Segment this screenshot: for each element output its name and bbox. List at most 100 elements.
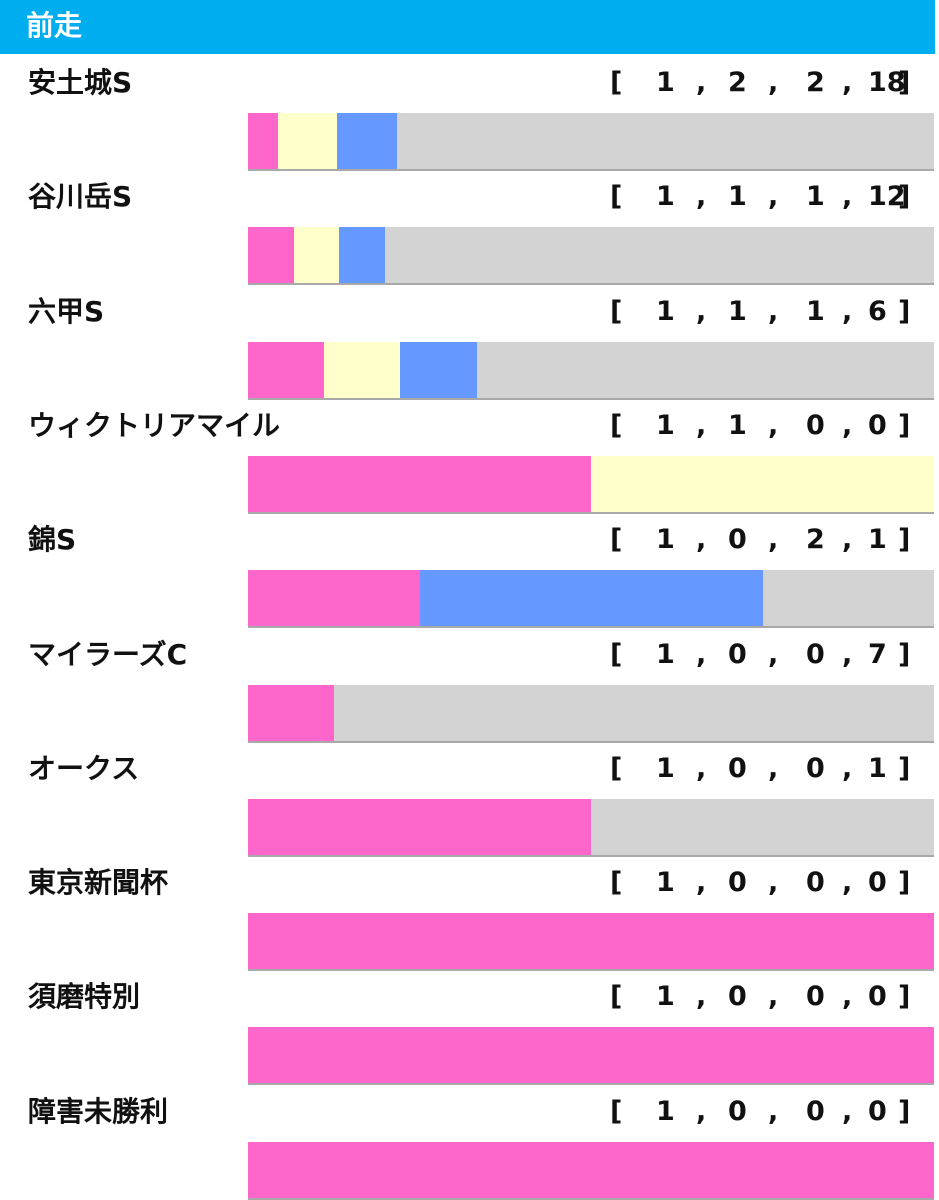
bar-segment-first bbox=[248, 341, 325, 398]
record-token: ] bbox=[898, 181, 911, 213]
result-bar bbox=[248, 798, 934, 855]
record-token: 0 bbox=[728, 524, 747, 556]
record-token: [ bbox=[610, 981, 623, 1013]
row-record: [1, 2, 2, 18] bbox=[610, 66, 936, 100]
record-token: ] bbox=[898, 867, 911, 899]
record-token: , bbox=[696, 1095, 707, 1127]
bar-segment-second bbox=[293, 227, 340, 284]
row-record: [1, 1, 1, 6] bbox=[610, 295, 936, 329]
bar-segment-first bbox=[248, 1141, 934, 1198]
record-token: , bbox=[842, 67, 853, 98]
row-label: 障害未勝利 bbox=[28, 1094, 169, 1128]
record-token: , bbox=[842, 867, 853, 899]
header-title: 前走 bbox=[26, 9, 83, 42]
record-token: [ bbox=[610, 638, 623, 670]
record-token: ] bbox=[898, 981, 911, 1013]
bar-segment-first bbox=[248, 113, 278, 169]
record-token: ] bbox=[898, 67, 911, 98]
record-token: 1 bbox=[806, 181, 825, 213]
row-record: [1, 1, 1, 12] bbox=[610, 180, 936, 214]
bar-segment-third bbox=[337, 113, 398, 169]
record-token: 1 bbox=[656, 67, 675, 98]
record-token: , bbox=[768, 867, 779, 899]
record-token: , bbox=[768, 638, 779, 670]
result-bar bbox=[248, 1027, 934, 1084]
record-token: 0 bbox=[806, 867, 825, 899]
record-token: , bbox=[768, 524, 779, 556]
result-bar bbox=[248, 455, 934, 512]
record-token: 1 bbox=[806, 295, 825, 327]
result-bar bbox=[248, 113, 934, 169]
record-token: 0 bbox=[806, 409, 825, 441]
row-record: [1, 0, 2, 1] bbox=[610, 523, 936, 557]
record-token: ] bbox=[898, 1095, 911, 1127]
row-label: ウィクトリアマイル bbox=[28, 408, 281, 442]
bar-segment-first bbox=[248, 913, 934, 970]
record-token: , bbox=[768, 409, 779, 441]
record-token: 1 bbox=[656, 638, 675, 670]
record-token: [ bbox=[610, 1095, 623, 1127]
row-record: [1, 0, 0, 0] bbox=[610, 1095, 936, 1129]
record-token: [ bbox=[610, 295, 623, 327]
record-token: , bbox=[696, 638, 707, 670]
row-record: [1, 0, 0, 1] bbox=[610, 752, 936, 786]
record-token: 6 bbox=[868, 295, 887, 327]
record-token: 0 bbox=[728, 981, 747, 1013]
record-token: 0 bbox=[806, 752, 825, 784]
bar-segment-second bbox=[591, 455, 934, 512]
bar-segment-other bbox=[591, 798, 934, 855]
record-token: ] bbox=[898, 638, 911, 670]
record-token: 1 bbox=[656, 981, 675, 1013]
bar-segment-first bbox=[248, 1027, 934, 1084]
row-record: [1, 1, 0, 0] bbox=[610, 409, 936, 443]
record-token: 0 bbox=[868, 981, 887, 1013]
row-label: オークス bbox=[28, 751, 140, 785]
record-token: , bbox=[768, 752, 779, 784]
row-record: [1, 0, 0, 0] bbox=[610, 980, 936, 1014]
bar-segment-other bbox=[385, 227, 934, 284]
record-token: 7 bbox=[868, 638, 887, 670]
record-token: , bbox=[696, 867, 707, 899]
record-token: 1 bbox=[656, 867, 675, 899]
bar-segment-second bbox=[277, 113, 338, 169]
record-token: , bbox=[842, 638, 853, 670]
record-token: 2 bbox=[806, 67, 825, 98]
record-token: , bbox=[696, 295, 707, 327]
record-token: , bbox=[768, 295, 779, 327]
record-token: [ bbox=[610, 867, 623, 899]
row-record: [1, 0, 0, 0] bbox=[610, 866, 936, 900]
result-bar bbox=[248, 684, 934, 741]
bar-segment-other bbox=[762, 570, 934, 627]
bar-segment-third bbox=[339, 227, 386, 284]
bar-segment-first bbox=[248, 455, 591, 512]
record-token: 1 bbox=[656, 181, 675, 213]
record-token: 0 bbox=[728, 638, 747, 670]
record-token: , bbox=[696, 181, 707, 213]
row-label: マイラーズC bbox=[28, 637, 188, 671]
record-token: , bbox=[768, 67, 779, 98]
result-bar bbox=[248, 913, 934, 970]
record-token: 12 bbox=[868, 181, 906, 213]
row-label: 須磨特別 bbox=[28, 980, 141, 1014]
record-token: 1 bbox=[656, 752, 675, 784]
record-token: 18 bbox=[868, 67, 906, 98]
result-bar bbox=[248, 341, 934, 398]
record-token: ] bbox=[898, 524, 911, 556]
record-token: 1 bbox=[868, 524, 887, 556]
bar-segment-first bbox=[248, 798, 591, 855]
record-token: 2 bbox=[728, 67, 747, 98]
bar-segment-first bbox=[248, 684, 334, 741]
bar-segment-first bbox=[248, 227, 294, 284]
record-token: , bbox=[768, 981, 779, 1013]
record-token: , bbox=[842, 981, 853, 1013]
record-token: , bbox=[768, 181, 779, 213]
record-token: 1 bbox=[656, 1095, 675, 1127]
record-token: , bbox=[696, 752, 707, 784]
record-token: 0 bbox=[868, 867, 887, 899]
bar-segment-second bbox=[324, 341, 401, 398]
record-token: 1 bbox=[656, 409, 675, 441]
record-token: [ bbox=[610, 524, 623, 556]
record-token: 0 bbox=[868, 1095, 887, 1127]
record-token: [ bbox=[610, 67, 623, 98]
